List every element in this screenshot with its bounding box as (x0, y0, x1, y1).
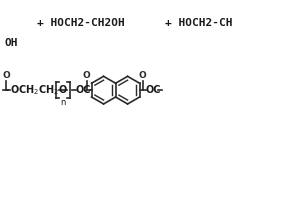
Text: OCH$_2$CH$_2$O: OCH$_2$CH$_2$O (10, 83, 68, 97)
Text: OC: OC (76, 85, 91, 95)
Text: O: O (139, 71, 146, 80)
Text: OC: OC (146, 85, 161, 95)
Text: O: O (2, 71, 10, 80)
Text: + HOCH2-CH2OH: + HOCH2-CH2OH (37, 18, 125, 28)
Text: O: O (83, 71, 91, 80)
Text: OH: OH (4, 38, 18, 48)
Text: + HOCH2-CH: + HOCH2-CH (165, 18, 232, 28)
Text: n: n (60, 98, 65, 107)
